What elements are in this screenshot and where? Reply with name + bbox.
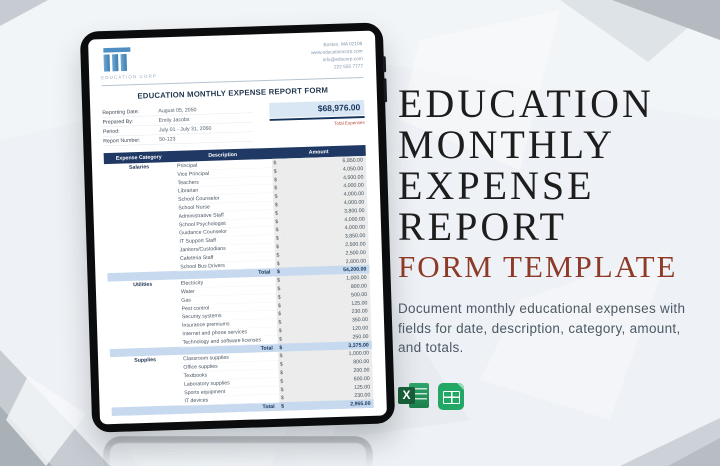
logo-pillar — [120, 53, 128, 72]
expense-table-body: Salaries Principal $6,850.00 Vice Principal… — [104, 155, 374, 416]
total-label-cell: Total — [262, 403, 275, 410]
logo-pillar — [111, 54, 119, 72]
meta-field-label: Prepared By: — [102, 118, 134, 126]
logo-columns-icon — [103, 47, 131, 53]
meta-field-label: Period: — [102, 128, 120, 135]
company-contact-block: Boston, MA 02108 www.educationcorp.com inf… — [311, 40, 363, 72]
company-logo: EDUCATION CORP — [100, 46, 157, 80]
google-sheets-icon — [438, 382, 464, 410]
product-title-line: EXPENSE — [398, 163, 595, 208]
product-title-line: EDUCATION — [398, 81, 654, 126]
meta-field-value: Emily Jacobs — [158, 116, 190, 124]
tablet-mockup: EDUCATION CORP Boston, MA 02108 www.educa… — [79, 22, 396, 433]
meta-field-value: August 05, 2050 — [158, 106, 197, 114]
excel-icon: X — [398, 382, 429, 410]
tablet-reflection-screen — [110, 443, 366, 466]
report-meta-section: Reporting Date: August 05, 2050 Prepared B… — [102, 99, 365, 147]
meta-field-label: Report Number: — [103, 137, 141, 145]
product-title-line: MONTHLY — [398, 122, 615, 167]
marketing-panel: EDUCATION MONTHLY EXPENSE REPORT FORM TEMPL… — [398, 83, 706, 410]
total-expenses-amount: $68,976.00 — [269, 99, 365, 118]
contact-line: 222 555 7777 — [333, 63, 364, 70]
logo-pillar — [103, 54, 111, 72]
group-total-amount: 2,955.00 — [292, 399, 374, 411]
document-title: EDUCATION MONTHLY EXPENSE REPORT FORM — [137, 86, 329, 101]
product-title: EDUCATION MONTHLY EXPENSE REPORT — [398, 83, 706, 247]
company-name: EDUCATION CORP — [101, 73, 158, 81]
meta-field-label: Reporting Date: — [102, 108, 140, 116]
logo-pillars — [103, 53, 157, 72]
meta-field-value: July 01 - July 31, 2050 — [158, 125, 212, 133]
tablet-reflection — [103, 436, 373, 466]
currency-cell: $ — [279, 401, 293, 411]
total-expenses-box: $68,976.00 Total Expenses — [269, 99, 365, 128]
meta-fields: Reporting Date: August 05, 2050 Prepared B… — [102, 103, 254, 147]
meta-field-value: 50-123 — [159, 135, 176, 143]
sheets-grid-shape — [443, 390, 460, 404]
product-subtitle: FORM TEMPLATE — [398, 249, 678, 284]
product-title-line: REPORT — [398, 204, 567, 249]
tablet-screen: EDUCATION CORP Boston, MA 02108 www.educa… — [88, 30, 387, 425]
tablet-power-button — [382, 56, 387, 73]
category-cell — [112, 405, 182, 416]
excel-x-letter: X — [398, 386, 415, 404]
file-format-icons: X — [398, 382, 706, 410]
expense-table: Expense Category Description Amount Sala… — [103, 144, 374, 416]
expense-report-document: EDUCATION CORP Boston, MA 02108 www.educa… — [88, 31, 386, 425]
product-description: Document monthly educational expenses wi… — [398, 301, 686, 356]
document-header: EDUCATION CORP Boston, MA 02108 www.educa… — [100, 40, 363, 80]
total-expenses-caption: Total Expenses — [334, 119, 365, 126]
